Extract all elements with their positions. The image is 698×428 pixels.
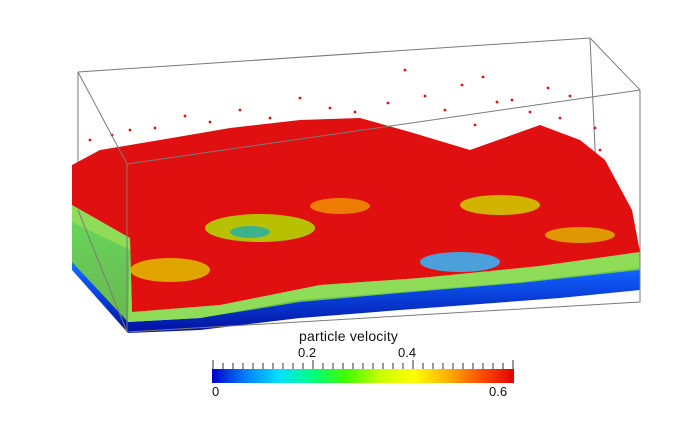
colorbar <box>212 360 514 383</box>
colorbar-title: particle velocity <box>299 328 399 344</box>
airborne-particles <box>88 68 602 152</box>
colorbar-label-top: 0.2 <box>298 345 317 360</box>
colorbar-ticks <box>212 360 514 369</box>
colorbar-label-max: 0.6 <box>489 384 508 399</box>
colorbar-label-min: 0 <box>212 384 220 399</box>
bounding-box-front <box>77 71 641 333</box>
internal-streaks <box>130 195 615 282</box>
colorbar-gradient <box>212 369 514 383</box>
transition-band <box>72 205 640 322</box>
colorbar-label-top: 0.4 <box>398 345 417 360</box>
sediment-floor <box>72 222 640 333</box>
